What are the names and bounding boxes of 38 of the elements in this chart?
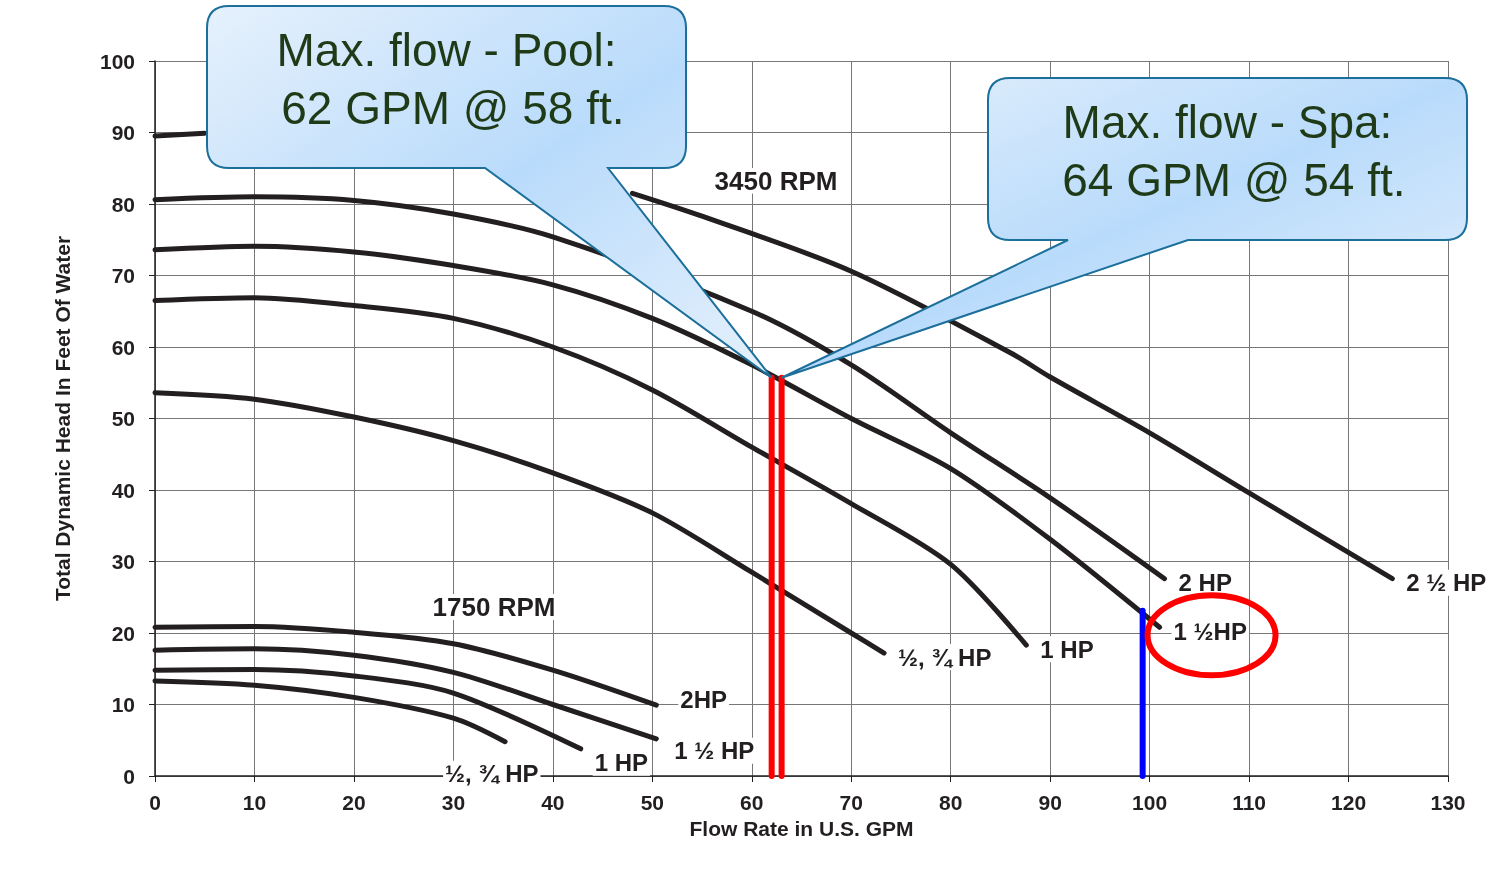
- annotation: Max. flow - Pool: 62 GPM @ 58 ft.: [268, 24, 625, 134]
- x-tick-label: 110: [1232, 791, 1267, 814]
- x-tick-label: 0: [149, 791, 161, 814]
- x-tick-label: 50: [640, 791, 664, 814]
- y-tick-label: 90: [111, 121, 135, 144]
- x-axis-title: Flow Rate in U.S. GPM: [689, 817, 914, 840]
- y-axis-title: Total Dynamic Head In Feet Of Water: [51, 235, 74, 602]
- series-label: 1 ½HP: [1173, 617, 1247, 645]
- y-tick-label: 70: [111, 264, 135, 287]
- series-label: 2 ½ HP: [1406, 569, 1487, 597]
- x-tick-label: 120: [1331, 791, 1367, 814]
- series-label: ½, ¾ HP: [445, 760, 539, 788]
- y-tick-label: 0: [123, 764, 135, 788]
- y-tick-label: 20: [111, 621, 135, 645]
- x-tick-label: 30: [441, 791, 466, 814]
- x-tick-label: 90: [1038, 791, 1062, 814]
- series-label: 2HP: [680, 685, 727, 713]
- x-tick-label: 60: [740, 791, 764, 814]
- x-tick-label: 40: [541, 791, 565, 814]
- y-tick-label: 80: [111, 192, 135, 216]
- series-label: ½, ¾ HP: [898, 643, 992, 671]
- y-tick-label: 60: [111, 335, 135, 359]
- x-tick-label: 70: [839, 791, 863, 814]
- y-tick-label: 30: [111, 550, 135, 573]
- series-label: 1 HP: [594, 749, 649, 777]
- x-tick-label: 130: [1430, 791, 1466, 814]
- y-tick-label: 100: [99, 49, 135, 73]
- annotation: Max. flow - Spa: 64 GPM @ 54 ft.: [1049, 96, 1406, 206]
- series-label: 1 HP: [1040, 635, 1094, 663]
- series-label: 1 ½ HP: [674, 737, 755, 765]
- series-label: 2 HP: [1178, 569, 1232, 597]
- y-tick-label: 50: [111, 407, 135, 430]
- y-tick-label: 40: [111, 478, 135, 502]
- x-tick-label: 80: [939, 791, 963, 814]
- x-tick-label: 20: [342, 791, 366, 814]
- x-tick-label: 100: [1132, 791, 1168, 814]
- y-tick-label: 10: [111, 693, 135, 716]
- x-tick-label: 10: [242, 791, 267, 814]
